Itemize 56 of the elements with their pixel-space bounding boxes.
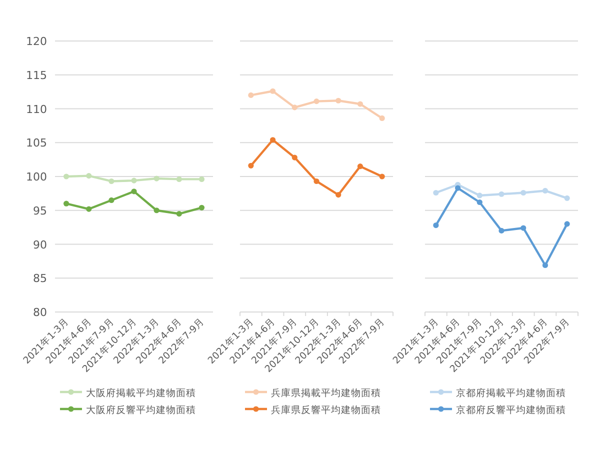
point [108,197,114,204]
point [476,199,482,206]
point [498,191,504,197]
legend-label: 大阪府掲載平均建物面積 [86,387,196,399]
y-tick-label: 100 [26,170,47,184]
point [292,154,298,160]
point [198,176,205,182]
point [248,162,254,168]
point [357,101,364,107]
point [131,188,137,194]
point [270,88,276,94]
legend-label: 兵庫県掲載平均建物面積 [271,387,381,399]
point [198,204,205,210]
point [433,222,439,228]
y-tick-label: 80 [33,306,47,319]
point [176,176,182,182]
point [248,92,254,98]
point [63,174,70,180]
point [314,178,320,184]
y-tick-label: 110 [26,102,47,116]
legend-label: 京都府掲載平均建物面積 [456,387,566,399]
point [564,195,570,201]
point [63,200,70,206]
point [86,173,92,179]
point [176,210,182,217]
point [154,176,160,182]
point [86,206,92,212]
point [520,225,526,231]
point [379,115,385,122]
point [564,221,570,227]
point [433,190,439,196]
y-tick-label: 105 [26,136,47,150]
point [498,228,504,234]
point [292,104,298,110]
y-tick-label: 90 [33,238,47,252]
point [357,164,364,170]
point [520,190,526,196]
point [336,98,342,104]
legend-label: 大阪府反響平均建物面積 [86,404,196,416]
point [270,137,276,143]
point [154,208,160,214]
point [542,262,548,268]
point [108,178,114,184]
point [542,188,548,194]
y-tick-label: 95 [33,204,47,218]
point [454,185,461,191]
point [131,178,137,184]
point [314,98,320,104]
y-tick-label: 85 [33,272,47,286]
y-tick-label: 120 [26,35,47,48]
point [379,174,385,180]
legend-label: 京都府反響平均建物面積 [456,404,566,416]
y-tick-label: 115 [26,68,47,82]
point [476,192,482,198]
legend-label: 兵庫県反響平均建物面積 [271,404,381,416]
point [336,192,342,198]
